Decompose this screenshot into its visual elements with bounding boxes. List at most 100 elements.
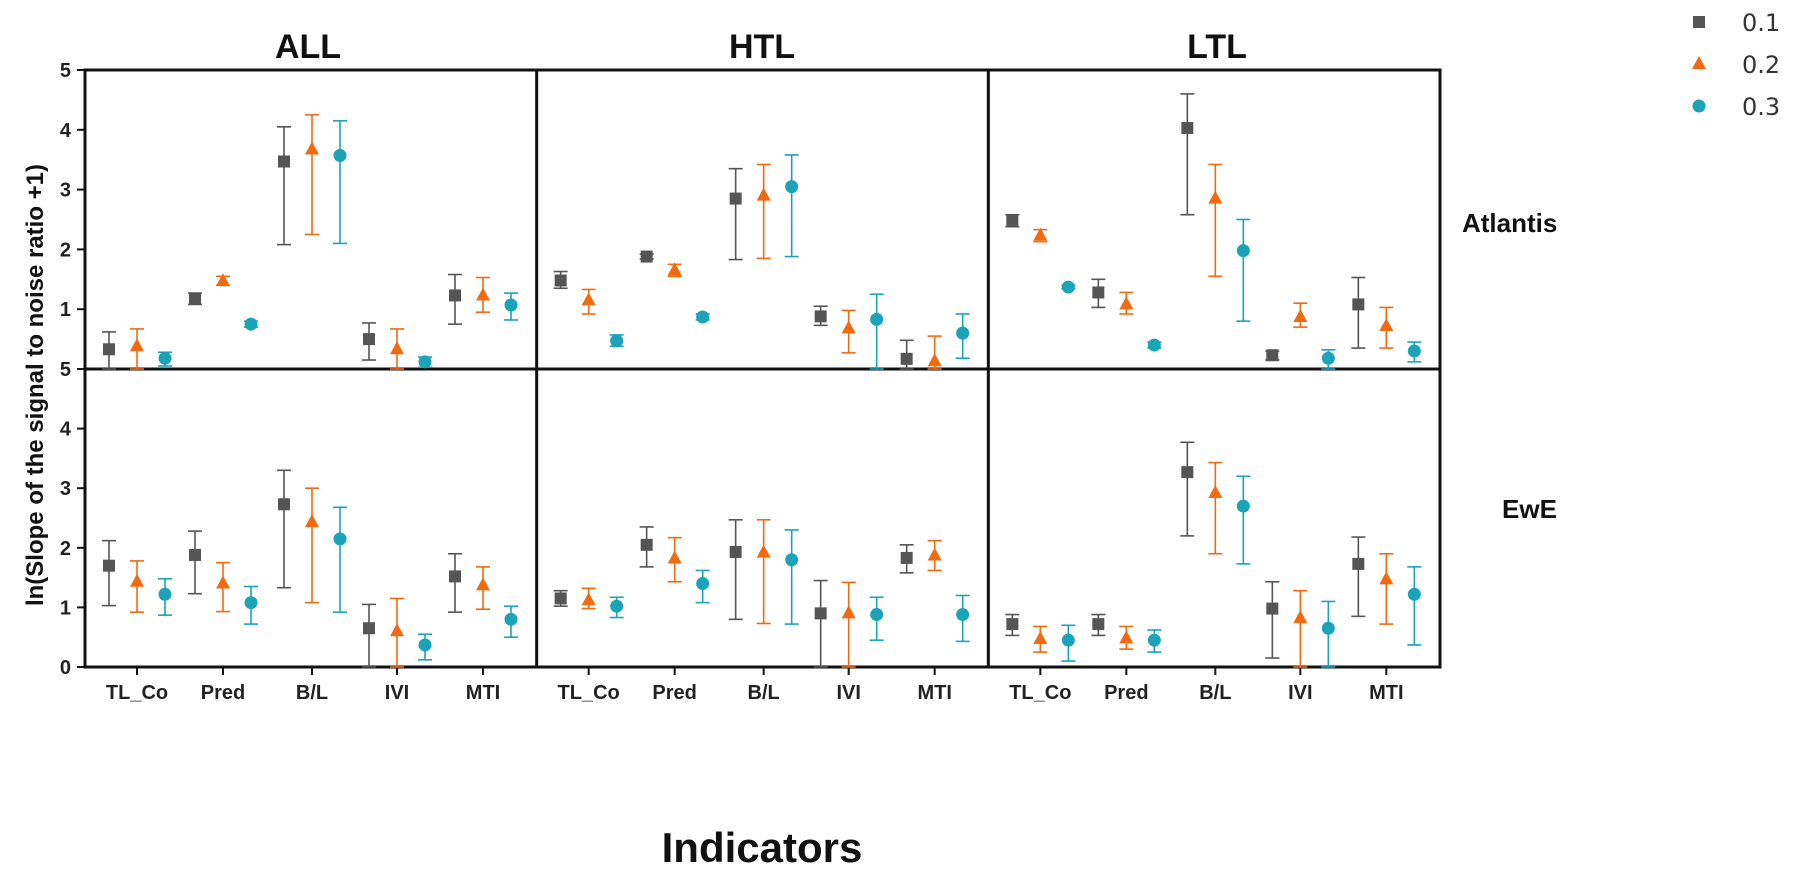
data-point [756, 187, 771, 201]
data-point [189, 293, 201, 306]
data-point-group [504, 292, 518, 321]
data-point [216, 273, 230, 287]
data-point [610, 334, 624, 348]
legend: 0.1 0.2 0.3 [1692, 9, 1780, 121]
data-point [476, 287, 490, 301]
x-tick-label: TL_Co [558, 682, 620, 704]
data-point [1181, 122, 1194, 135]
data-point [667, 262, 682, 276]
data-point [785, 180, 799, 194]
data-point [927, 353, 942, 367]
data-point-group [102, 331, 116, 370]
data-point [103, 559, 115, 572]
x-tick-label: Pred [652, 682, 696, 704]
data-point [1379, 317, 1394, 331]
data-point [814, 607, 827, 620]
y-tick-label: 3 [60, 478, 71, 500]
data-point [130, 573, 144, 587]
data-point-group [1180, 441, 1195, 537]
data-point-group [1379, 306, 1394, 349]
data-point [1061, 633, 1075, 647]
data-point-group [130, 328, 144, 370]
data-point-group [244, 317, 258, 331]
x-axis-label: Indicators [662, 824, 863, 871]
data-point [278, 155, 290, 168]
data-point-group [362, 322, 376, 361]
data-point [189, 548, 201, 561]
data-point-group [899, 544, 914, 574]
data-point-group [695, 310, 710, 324]
data-point [1006, 214, 1019, 227]
data-point-group [869, 293, 884, 370]
data-point-group [1236, 218, 1251, 322]
data-point [870, 608, 884, 622]
data-point-group [1407, 566, 1422, 646]
data-point-group [639, 526, 654, 568]
data-point-group [728, 518, 743, 621]
data-point [305, 141, 319, 155]
data-point [363, 622, 375, 635]
column-title-all: ALL [275, 28, 341, 66]
y-tick-label: 2 [60, 239, 71, 261]
data-point [729, 192, 742, 205]
data-point-group [1061, 280, 1076, 294]
data-point [390, 341, 404, 355]
data-marks [102, 93, 1422, 668]
data-point-group [728, 167, 743, 261]
data-point-group [1005, 213, 1020, 228]
data-point-group [333, 506, 347, 613]
legend-marker [1692, 99, 1706, 113]
data-point [554, 592, 567, 605]
data-point-group [1293, 589, 1308, 668]
data-point-group [581, 587, 596, 610]
data-point [1293, 610, 1308, 624]
data-point [103, 343, 115, 356]
x-tick-labels: TL_Co Pred B/L IVI MTI TL_Co Pred B/L IVI MTI TL_C… [106, 667, 1404, 704]
x-tick-label: IVI [385, 682, 409, 704]
data-point [158, 351, 172, 365]
y-tick-label: 3 [60, 180, 71, 202]
data-point-group [1321, 349, 1336, 370]
data-point [900, 551, 913, 564]
data-point-group [418, 633, 432, 661]
data-point [216, 575, 230, 589]
data-point-group [333, 120, 347, 245]
x-tick-label: B/L [748, 682, 780, 704]
data-point [667, 550, 682, 564]
data-point [244, 596, 258, 610]
data-point-group [277, 469, 291, 589]
x-tick-label: IVI [836, 682, 860, 704]
data-point [554, 274, 567, 287]
data-point [640, 250, 653, 263]
data-point-group [244, 585, 258, 625]
data-point-group [841, 581, 856, 668]
y-tick-label: 0 [60, 657, 71, 679]
y-tick-label: 2 [60, 538, 71, 560]
data-point-group [1265, 349, 1280, 362]
data-point-group [1119, 291, 1134, 315]
data-point-group [1033, 227, 1048, 243]
data-point [1006, 618, 1019, 631]
data-point [1236, 244, 1250, 258]
data-point-group [1119, 625, 1134, 650]
data-point [581, 292, 596, 306]
data-point-group [553, 270, 568, 290]
data-point [333, 532, 347, 546]
data-point-group [927, 335, 942, 370]
data-point [841, 605, 856, 619]
y-axis-label: ln(Slope of the signal to noise ratio +1… [22, 164, 49, 606]
data-point [814, 310, 827, 323]
data-point-group [188, 292, 202, 306]
data-point-group [390, 328, 404, 370]
y-tick-label: 5 [60, 359, 71, 381]
data-point [696, 310, 710, 324]
data-point-group [1180, 93, 1195, 216]
data-point [696, 577, 710, 591]
data-point [1266, 602, 1279, 615]
data-point [870, 312, 884, 326]
data-point-group [841, 309, 856, 354]
data-point [244, 317, 258, 331]
data-point [927, 547, 942, 561]
data-point-group [448, 552, 462, 613]
data-point-group [504, 605, 518, 639]
